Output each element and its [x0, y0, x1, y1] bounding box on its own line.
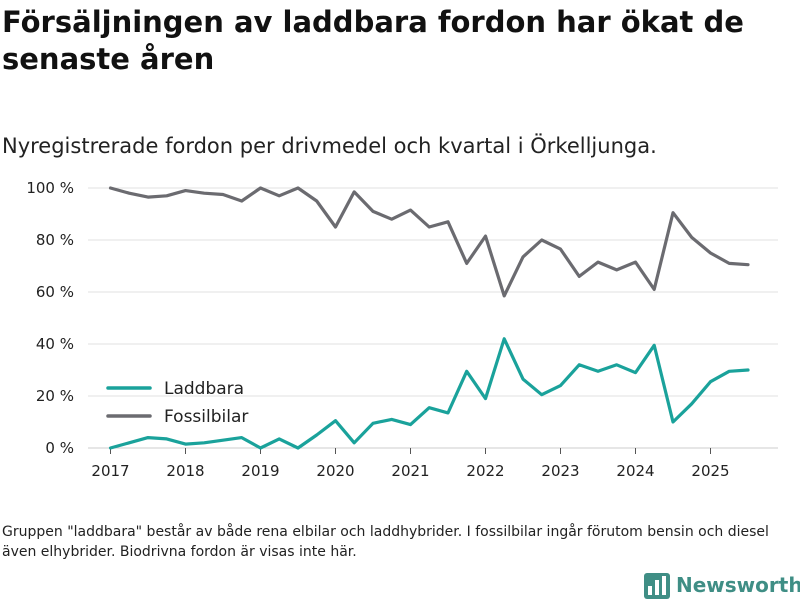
x-tick-label: 2021 — [391, 462, 429, 480]
brand-name: Newsworthy — [676, 573, 800, 597]
chart-title: Försäljningen av laddbara fordon har öka… — [2, 5, 744, 76]
y-tick-label: 0 % — [45, 439, 74, 457]
axes: 0 % 20 % 40 % 60 % 80 % 100 % 2017 2018 2019 2020… — [26, 179, 729, 480]
x-tick-label: 2020 — [316, 462, 354, 480]
gridlines — [88, 187, 778, 449]
footnote: Gruppen "laddbara" består av både rena e… — [2, 524, 769, 560]
x-tick-label: 2017 — [91, 462, 129, 480]
legend: Laddbara Fossilbilar — [106, 379, 248, 427]
y-tick-label: 40 % — [36, 335, 74, 353]
brand-logo[interactable]: Newsworthy — [644, 570, 800, 600]
y-tick-label: 80 % — [36, 231, 74, 249]
series-line-fossilbilar — [108, 186, 750, 298]
y-tick-label: 20 % — [36, 387, 74, 405]
y-tick-label: 60 % — [36, 283, 74, 301]
x-tick-label: 2025 — [691, 462, 729, 480]
x-tick-label: 2022 — [466, 462, 504, 480]
chart-subtitle: Nyregistrerade fordon per drivmedel och … — [2, 134, 657, 158]
x-tick-label: 2023 — [541, 462, 579, 480]
series-line-laddbara — [108, 337, 750, 450]
x-tick-label: 2018 — [166, 462, 204, 480]
x-tick-label: 2019 — [241, 462, 279, 480]
bar-chart-logo-icon — [644, 573, 670, 599]
series-lines — [108, 186, 750, 450]
y-tick-label: 100 % — [26, 179, 74, 197]
line-chart: 0 % 20 % 40 % 60 % 80 % 100 % 2017 2018 2019 2020… — [26, 179, 778, 480]
x-tick-label: 2024 — [616, 462, 654, 480]
legend-label-fossilbilar: Fossilbilar — [164, 407, 248, 427]
legend-label-laddbara: Laddbara — [164, 379, 244, 399]
